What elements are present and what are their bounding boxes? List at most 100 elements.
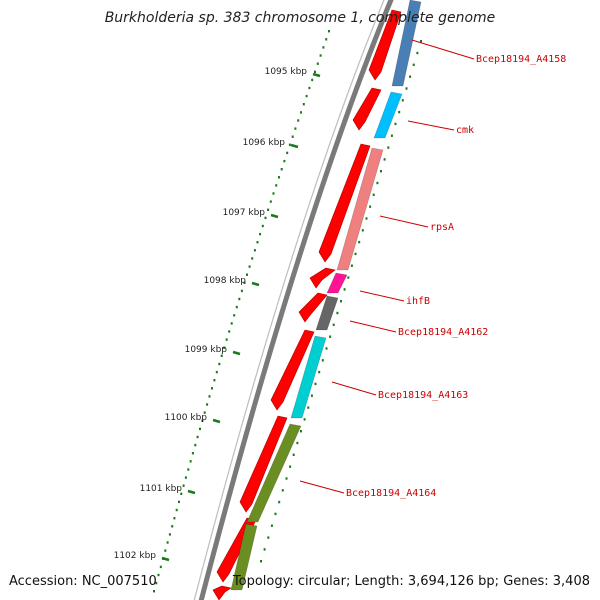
- labels-layer: 1095 kbp 1096 kbp 1097 kbp 1098 kbp 1099 kbp…: [114, 54, 567, 561]
- minor-tick-dot: [248, 265, 251, 268]
- backbone-inner-arc: [193, 0, 385, 600]
- minor-tick-dot: [196, 435, 199, 439]
- gene-segment[interactable]: [336, 147, 384, 271]
- minor-tick-dot: [256, 241, 259, 244]
- forward-cds-arrow[interactable]: [309, 267, 336, 289]
- label-leader: [331, 381, 377, 396]
- outer-tick-dot: [289, 465, 292, 468]
- gene-label[interactable]: ihfB: [406, 296, 430, 307]
- minor-tick-dot: [178, 500, 180, 504]
- chromosome-backbone: [193, 0, 394, 600]
- outer-tick-dot: [274, 512, 277, 516]
- gene-segment[interactable]: [315, 295, 339, 331]
- outer-tick-dot: [394, 122, 397, 126]
- outer-tick-dot: [340, 300, 342, 303]
- forward-cds-arrow[interactable]: [212, 585, 232, 600]
- length-text: Length: 3,694,126 bp;: [354, 574, 500, 589]
- minor-tick-dot: [206, 403, 209, 406]
- minor-tick-dot: [213, 379, 216, 382]
- minor-tick-dot: [194, 443, 197, 447]
- forward-cds-arrow[interactable]: [270, 329, 315, 411]
- outer-tick-dot: [263, 548, 266, 551]
- label-leaders: [299, 39, 475, 494]
- outer-tick-dot: [412, 63, 415, 66]
- tick-label: 1099 kbp: [185, 345, 228, 355]
- gene-label[interactable]: Bcep18194_A4164: [346, 488, 436, 499]
- gene-segment[interactable]: [230, 523, 258, 591]
- major-tick: [187, 489, 196, 495]
- minor-tick-dot: [280, 168, 283, 171]
- gene-segment[interactable]: [246, 423, 302, 523]
- accession-text: Accession: NC_007510: [9, 574, 157, 589]
- outer-tick-dot: [292, 453, 295, 456]
- backbone-arc: [198, 0, 394, 600]
- minor-tick-dot: [180, 492, 183, 495]
- minor-tick-dot: [305, 94, 308, 98]
- gene-label[interactable]: rpsA: [430, 222, 454, 233]
- gene-label[interactable]: Bcep18194_A4162: [398, 327, 488, 338]
- minor-tick-dot: [253, 249, 256, 252]
- forward-cds-arrow[interactable]: [352, 87, 382, 131]
- gene-label[interactable]: cmk: [456, 125, 474, 136]
- minor-tick-dot: [184, 476, 187, 479]
- outer-tick-dot: [270, 524, 273, 527]
- label-leader: [411, 39, 475, 60]
- minor-tick-dot: [272, 192, 275, 195]
- minor-tick-dot: [269, 200, 272, 203]
- minor-tick-dot: [218, 362, 221, 366]
- minor-tick-dot: [153, 590, 155, 593]
- minor-tick-dot: [238, 297, 241, 301]
- gene-segment[interactable]: [373, 91, 403, 139]
- forward-cds-arrow[interactable]: [239, 415, 288, 513]
- tick-label: 1098 kbp: [204, 276, 247, 286]
- outer-tick-dot: [420, 40, 422, 43]
- outer-tick-dot: [267, 536, 270, 539]
- outer-tick-dot: [369, 205, 372, 208]
- forward-cds-arrow[interactable]: [298, 292, 328, 323]
- minor-tick-dot: [155, 581, 158, 585]
- outer-tick-dot: [401, 99, 404, 102]
- minor-tick-dot: [223, 346, 226, 349]
- minor-tick-dot: [168, 533, 171, 536]
- outer-tick-dot: [343, 288, 346, 291]
- outer-tick-dot: [310, 394, 313, 397]
- gene-segment[interactable]: [391, 0, 422, 87]
- minor-tick-dot: [294, 127, 297, 130]
- minor-tick-dot: [157, 573, 160, 577]
- minor-tick-dot: [314, 70, 316, 73]
- minor-tick-dot: [278, 176, 280, 179]
- minor-tick-dot: [220, 354, 223, 357]
- minor-tick-dot: [189, 460, 192, 463]
- gene-segment[interactable]: [290, 335, 327, 419]
- minor-tick-dot: [316, 62, 319, 65]
- outer-tick-dot: [281, 489, 284, 492]
- outer-tick-dot: [361, 229, 364, 232]
- outer-tick-dot: [383, 158, 386, 161]
- topology-text: Topology: circular;: [232, 574, 351, 589]
- gene-label[interactable]: Bcep18194_A4163: [378, 390, 468, 401]
- minor-tick-dot: [311, 78, 314, 82]
- outer-tick-dot: [325, 347, 328, 350]
- minor-tick-dot: [208, 395, 211, 398]
- outer-tick-dot: [278, 500, 281, 504]
- forward-cds-arrow[interactable]: [368, 9, 402, 81]
- tick-label: 1097 kbp: [223, 208, 266, 218]
- gene-label[interactable]: Bcep18194_A4158: [476, 54, 566, 65]
- genome-stats: Topology: circular; Length: 3,694,126 bp…: [233, 574, 590, 589]
- label-leader: [349, 320, 397, 333]
- outer-tick-dot: [321, 359, 324, 362]
- outer-tick-dot: [387, 146, 390, 149]
- label-leader: [299, 480, 345, 494]
- minor-tick-dot: [288, 143, 291, 146]
- minor-tick-dot: [267, 208, 270, 211]
- minor-tick-dot: [264, 216, 267, 220]
- outer-tick-dot: [332, 323, 335, 326]
- major-tick: [312, 72, 321, 78]
- outer-tick-dot: [358, 240, 361, 244]
- gene-segment[interactable]: [326, 272, 348, 294]
- minor-tick-dot: [259, 232, 262, 236]
- minor-tick-dot: [225, 338, 228, 341]
- forward-cds-arrow[interactable]: [318, 143, 371, 263]
- outer-tick-dot: [296, 441, 299, 445]
- outer-tick-dot: [380, 170, 382, 173]
